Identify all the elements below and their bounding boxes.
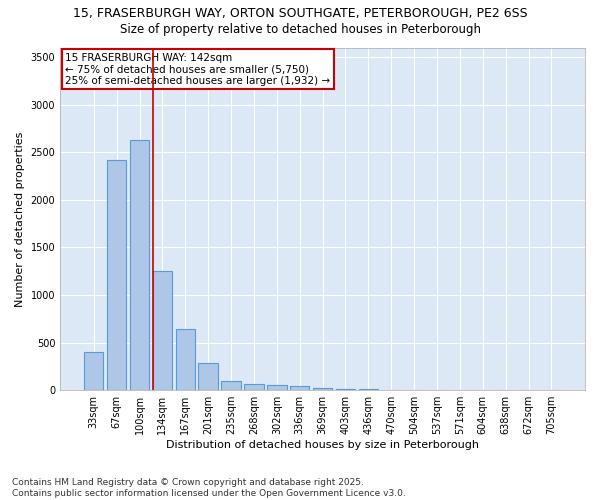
- Bar: [199, 363, 218, 390]
- Text: Size of property relative to detached houses in Peterborough: Size of property relative to detached ho…: [119, 22, 481, 36]
- Bar: [244, 384, 263, 390]
- Text: 15 FRASERBURGH WAY: 142sqm
← 75% of detached houses are smaller (5,750)
25% of s: 15 FRASERBURGH WAY: 142sqm ← 75% of deta…: [65, 52, 331, 86]
- Bar: [267, 385, 287, 390]
- Text: 15, FRASERBURGH WAY, ORTON SOUTHGATE, PETERBOROUGH, PE2 6SS: 15, FRASERBURGH WAY, ORTON SOUTHGATE, PE…: [73, 8, 527, 20]
- Bar: [336, 389, 355, 390]
- Bar: [221, 380, 241, 390]
- Bar: [176, 330, 195, 390]
- Bar: [313, 388, 332, 390]
- Text: Contains HM Land Registry data © Crown copyright and database right 2025.
Contai: Contains HM Land Registry data © Crown c…: [12, 478, 406, 498]
- Bar: [290, 386, 310, 390]
- Bar: [152, 271, 172, 390]
- X-axis label: Distribution of detached houses by size in Peterborough: Distribution of detached houses by size …: [166, 440, 479, 450]
- Bar: [107, 160, 127, 390]
- Bar: [130, 140, 149, 390]
- Bar: [84, 352, 103, 390]
- Y-axis label: Number of detached properties: Number of detached properties: [15, 131, 25, 306]
